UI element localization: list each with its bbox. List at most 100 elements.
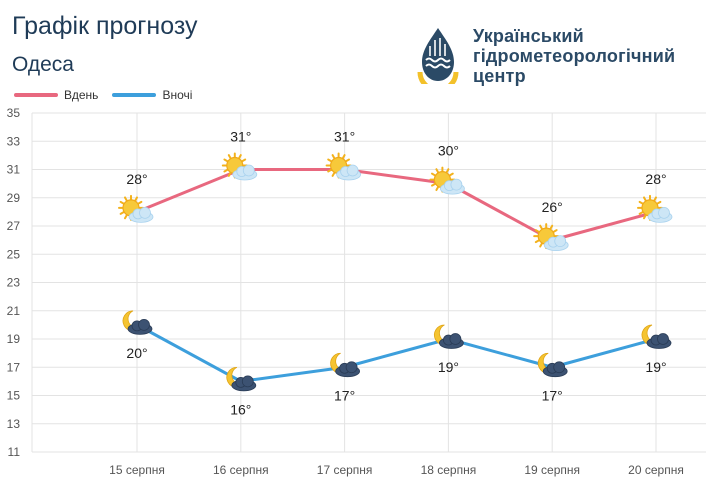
sun-ray bbox=[331, 154, 336, 160]
y-tick-label: 27 bbox=[7, 219, 21, 233]
cloud-part bbox=[241, 375, 254, 388]
cloud-part bbox=[138, 318, 150, 331]
night-temp-label: 20° bbox=[126, 345, 147, 361]
day-series-line bbox=[136, 168, 657, 242]
y-tick-label: 11 bbox=[8, 445, 21, 459]
sun-ray bbox=[223, 168, 229, 173]
sun-ray bbox=[448, 172, 454, 177]
sun-ray bbox=[643, 196, 647, 202]
y-tick-label: 19 bbox=[7, 332, 21, 346]
moon-cloud-icon bbox=[537, 352, 568, 378]
sun-cloud-icon bbox=[533, 223, 569, 252]
y-tick-label: 31 bbox=[7, 163, 21, 177]
cloud-shape bbox=[336, 164, 362, 181]
day-temp-label: 30° bbox=[438, 143, 459, 159]
dark-cloud-shape bbox=[335, 361, 361, 378]
cloud-part bbox=[553, 361, 566, 374]
night-temp-label: 17° bbox=[334, 387, 355, 403]
legend-label-day: Вдень bbox=[64, 88, 99, 102]
y-tick-label: 23 bbox=[7, 276, 21, 290]
logo-line-2: гідрометеорологічний bbox=[473, 46, 676, 66]
axes: 11 13 15 17 19 21 23 25 27 29 31 33 35 15 серпня 16 се… bbox=[7, 106, 684, 477]
logo-text: Український гідрометеорологічний центр bbox=[473, 26, 675, 86]
dark-cloud-shape bbox=[438, 333, 464, 349]
cloud-shape bbox=[543, 235, 569, 252]
legend-item-day: Вдень bbox=[14, 88, 98, 102]
sun-ray bbox=[344, 158, 350, 163]
x-tick-label: 19 серпня bbox=[524, 463, 580, 477]
y-tick-label: 17 bbox=[7, 360, 21, 374]
y-tick-label: 35 bbox=[7, 106, 21, 120]
day-temp-label: 28° bbox=[645, 171, 666, 187]
sun-cloud-icon bbox=[637, 194, 673, 223]
sun-ray bbox=[655, 200, 662, 205]
cloud-part bbox=[658, 206, 670, 219]
chart-title: Графік прогнозу bbox=[12, 12, 198, 40]
legend-label-night: Вночі bbox=[162, 88, 193, 102]
y-tick-label: 25 bbox=[7, 247, 21, 261]
moon-cloud-icon bbox=[641, 324, 672, 349]
night-temp-label: 17° bbox=[542, 387, 563, 403]
legend-item-night: Вночі bbox=[112, 88, 192, 102]
legend-swatch-night bbox=[112, 93, 157, 97]
x-tick-label: 18 серпня bbox=[421, 463, 477, 477]
sun-ray bbox=[227, 171, 232, 177]
sun-cloud-icon bbox=[429, 166, 465, 195]
cloud-shape bbox=[439, 178, 465, 195]
sun-cloud-icon bbox=[325, 152, 362, 181]
sun-cloud-icon bbox=[221, 152, 258, 181]
sun-ray bbox=[327, 168, 333, 173]
night-temp-label: 19° bbox=[645, 359, 666, 375]
day-temp-label: 31° bbox=[334, 129, 355, 145]
dark-cloud-shape bbox=[542, 361, 568, 378]
grid bbox=[32, 112, 706, 453]
moon-cloud-icon bbox=[434, 324, 464, 349]
y-tick-label: 33 bbox=[7, 134, 21, 148]
cloud-part bbox=[345, 361, 358, 374]
sun-ray bbox=[124, 196, 128, 202]
y-tick-label: 13 bbox=[7, 417, 21, 431]
series: 28° 31° 31° 30° 26° 28° 20° 16° 17° 19° 17° 19° bbox=[118, 129, 673, 417]
day-temp-label: 28° bbox=[126, 171, 147, 187]
cloud-part bbox=[450, 178, 463, 191]
night-temp-label: 16° bbox=[230, 401, 251, 417]
cloud-part bbox=[139, 206, 151, 219]
sun-ray bbox=[638, 210, 645, 215]
logo-line-1: Український bbox=[473, 26, 584, 46]
sun-ray bbox=[539, 224, 544, 231]
sun-ray bbox=[227, 154, 232, 160]
sun-cloud-icon bbox=[118, 194, 154, 223]
logo-line-3: центр bbox=[473, 66, 526, 86]
cloud-shape bbox=[647, 206, 673, 223]
day-temp-label: 31° bbox=[230, 129, 251, 145]
cloud-shape bbox=[232, 164, 258, 181]
cloud-part bbox=[554, 235, 567, 248]
y-tick-label: 29 bbox=[7, 191, 21, 205]
x-tick-label: 16 серпня bbox=[213, 463, 269, 477]
sun-ray bbox=[331, 171, 336, 177]
drop-sun-icon bbox=[417, 28, 459, 84]
cloud-part bbox=[449, 333, 462, 345]
sun-ray bbox=[134, 196, 138, 202]
sun-ray bbox=[435, 185, 440, 192]
sun-ray bbox=[237, 154, 242, 160]
day-temp-label: 26° bbox=[542, 199, 563, 215]
sun-ray bbox=[643, 213, 647, 220]
sun-ray bbox=[534, 229, 541, 234]
moon-cloud-icon bbox=[330, 352, 361, 378]
sun-ray bbox=[124, 213, 128, 220]
dark-cloud-shape bbox=[127, 318, 153, 335]
legend: Вдень Вночі bbox=[14, 88, 206, 102]
sun-ray bbox=[240, 158, 247, 163]
x-tick-label: 17 серпня bbox=[317, 463, 373, 477]
legend-swatch-day bbox=[14, 93, 58, 97]
sun-ray bbox=[119, 210, 126, 215]
sun-ray bbox=[445, 168, 450, 174]
sun-ray bbox=[327, 158, 333, 163]
sun-ray bbox=[136, 200, 143, 205]
moon-cloud-icon bbox=[226, 366, 257, 392]
x-tick-label: 15 серпня bbox=[109, 463, 165, 477]
sun-ray bbox=[431, 172, 437, 177]
x-tick-label: 20 серпня bbox=[628, 463, 684, 477]
